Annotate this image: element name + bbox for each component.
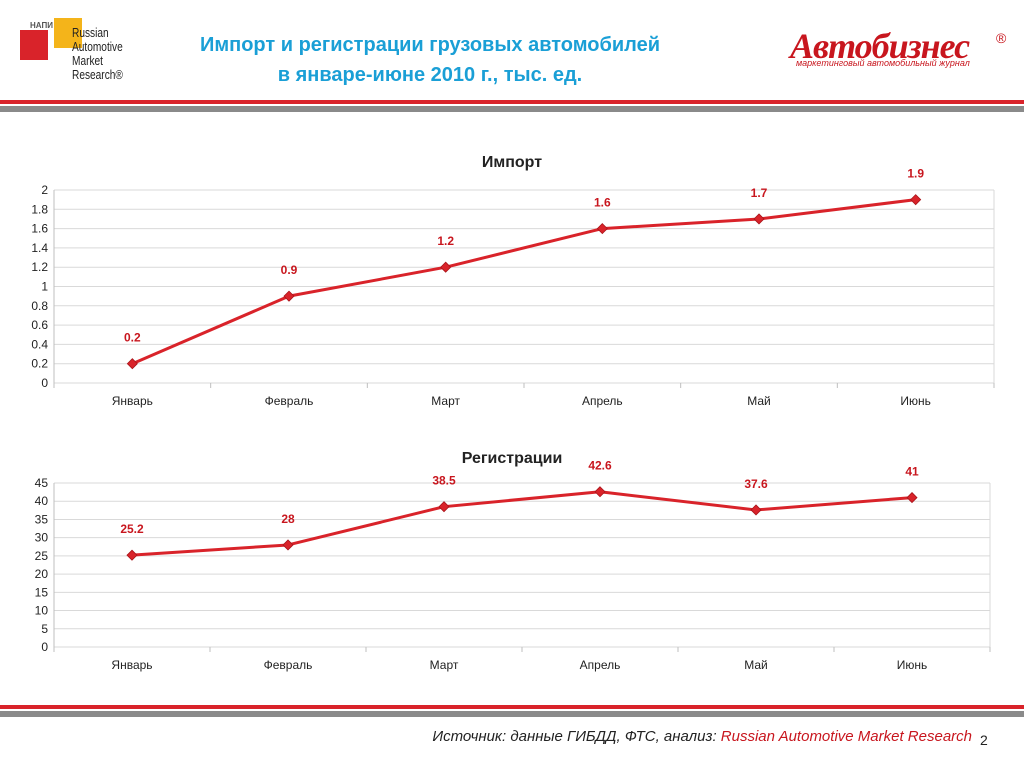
y-tick-label: 1.6 <box>31 222 48 236</box>
logo-small-text: НАПИ <box>30 21 53 30</box>
y-tick-label: 45 <box>35 476 49 490</box>
source-highlight: Russian Automotive Market Research <box>720 728 972 745</box>
data-label: 1.6 <box>594 196 611 210</box>
series-line <box>131 198 916 366</box>
y-tick-label: 2 <box>41 183 48 197</box>
x-tick-label: Февраль <box>264 658 313 672</box>
bottom-divider <box>0 705 1024 717</box>
ramr-logo: НАПИ Russian Automotive Market Research® <box>18 16 138 98</box>
page-number: 2 <box>980 732 988 748</box>
logo-line: Research® <box>72 67 123 82</box>
x-tick-label: Май <box>744 658 768 672</box>
top-divider <box>0 100 1024 112</box>
data-point <box>282 539 294 551</box>
brand-tagline: маркетинговый автомобильный журнал <box>796 58 970 68</box>
data-point <box>910 194 922 206</box>
logo-line: Market <box>72 53 103 68</box>
brand-name: Автобизнес <box>790 26 970 66</box>
data-label: 42.6 <box>588 459 612 473</box>
charts-area: Импорт 0 0.2 0.4 0.6 0.8 1 1.2 1.4 1.6 1.8 2 Январь Ф… <box>31 154 995 408</box>
avtobiznes-logo: Автобизнес ® маркетинговый автомобильный… <box>790 28 1010 78</box>
y-tick-label: 0.2 <box>31 357 48 371</box>
charts-area-2: Регистрации 0 5 10 15 20 25 30 35 40 45 Январь Февра… <box>35 450 991 672</box>
y-tick-label: 1.2 <box>31 260 48 274</box>
data-point <box>906 492 918 504</box>
x-tick-label: Апрель <box>582 394 623 408</box>
data-label: 28 <box>281 512 295 526</box>
x-tick-label: Февраль <box>265 394 314 408</box>
x-tick-label: Июнь <box>900 394 931 408</box>
logo-red-square <box>20 30 48 60</box>
title-line-1: Импорт и регистрации грузовых автомобиле… <box>199 34 661 56</box>
title-line-2: в январе-июне 2010 г., тыс. ед. <box>277 64 583 86</box>
data-label: 38.5 <box>432 474 456 488</box>
logo-yellow-square <box>54 18 82 48</box>
y-tick-label: 35 <box>35 512 49 526</box>
y-tick-label: 1 <box>41 280 48 294</box>
data-point <box>753 213 765 225</box>
x-tick-label: Апрель <box>580 658 621 672</box>
y-tick-label: 30 <box>35 531 49 545</box>
chart-0: Импорт 0 0.2 0.4 0.6 0.8 1 1.2 1.4 1.6 1.8 2 Январь Ф… <box>31 154 995 408</box>
y-tick-label: 5 <box>41 622 48 636</box>
chart-title: Импорт <box>482 154 542 171</box>
page-title: Импорт и регистрации грузовых автомобиле… <box>170 30 690 90</box>
logo-text: Russian Automotive Market Research® <box>72 26 123 82</box>
data-label: 1.7 <box>751 186 768 200</box>
data-label: 37.6 <box>744 477 768 491</box>
data-point <box>750 504 762 516</box>
y-tick-label: 10 <box>35 604 49 618</box>
data-point <box>126 358 138 370</box>
source-note: Источник: данные ГИБДД, ФТС, анализ: Rus… <box>0 728 972 745</box>
y-tick-label: 40 <box>35 494 49 508</box>
y-tick-label: 1.8 <box>31 202 48 216</box>
x-tick-label: Январь <box>112 394 153 408</box>
series-line <box>131 490 913 557</box>
data-label: 0.2 <box>124 331 141 345</box>
data-point <box>596 223 608 235</box>
y-tick-label: 20 <box>35 567 49 581</box>
y-tick-label: 1.4 <box>31 241 48 255</box>
chart-1: Регистрации 0 5 10 15 20 25 30 35 40 45 Январь Февра… <box>35 450 991 672</box>
data-point <box>438 501 450 513</box>
data-label: 1.9 <box>907 167 924 181</box>
logo-line: Russian <box>72 25 109 40</box>
data-label: 41 <box>905 465 919 479</box>
x-tick-label: Март <box>431 394 460 408</box>
data-label: 1.2 <box>437 234 454 248</box>
y-tick-label: 0.6 <box>31 318 48 332</box>
y-tick-label: 0.4 <box>31 337 48 351</box>
x-tick-label: Январь <box>111 658 152 672</box>
y-tick-label: 15 <box>35 585 49 599</box>
data-point <box>594 486 606 498</box>
data-point <box>283 290 295 302</box>
y-tick-label: 0.8 <box>31 299 48 313</box>
x-tick-label: Июнь <box>897 658 928 672</box>
y-tick-label: 0 <box>41 376 48 390</box>
x-tick-label: Май <box>747 394 771 408</box>
data-point <box>126 549 138 561</box>
source-prefix: Источник: данные ГИБДД, ФТС, анализ: <box>432 728 721 745</box>
chart-title: Регистрации <box>462 450 563 467</box>
x-tick-label: Март <box>430 658 459 672</box>
y-tick-label: 25 <box>35 549 49 563</box>
y-tick-label: 0 <box>41 640 48 654</box>
data-label: 25.2 <box>120 522 144 536</box>
registered-mark: ® <box>996 30 1007 46</box>
logo-line: Automotive <box>72 39 123 54</box>
data-label: 0.9 <box>281 263 298 277</box>
data-point <box>440 261 452 273</box>
